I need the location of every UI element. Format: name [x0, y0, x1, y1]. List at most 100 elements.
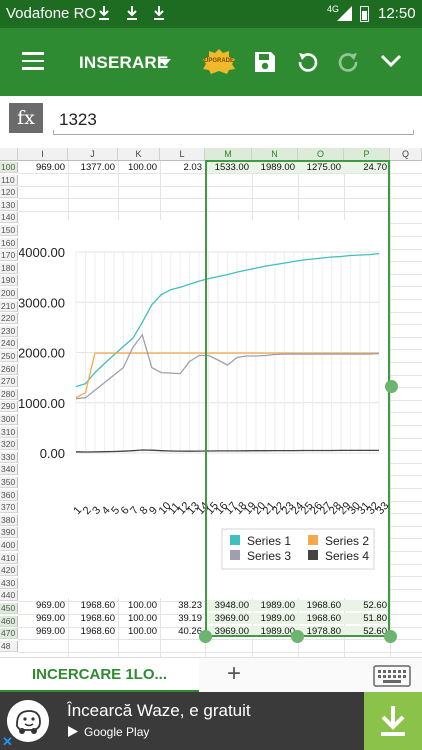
cell[interactable]: 1989.00	[252, 613, 298, 624]
resize-handle[interactable]	[291, 630, 304, 643]
cell[interactable]: 1968.60	[80, 613, 115, 624]
cell[interactable]: 1377.00	[80, 162, 115, 173]
row-header[interactable]: 130	[0, 199, 18, 211]
cell[interactable]: 3948.00	[205, 600, 252, 611]
cell[interactable]: 1978.80	[298, 626, 344, 637]
cell[interactable]: 24.70	[344, 162, 390, 173]
row-header[interactable]: 240	[0, 338, 18, 350]
cell[interactable]: 100.00	[127, 600, 157, 611]
save-icon[interactable]	[254, 51, 276, 73]
cell[interactable]: 1989.00	[252, 162, 298, 173]
row-header[interactable]: 380	[0, 514, 18, 526]
column-header-i[interactable]: I	[18, 148, 68, 161]
row-header[interactable]: 330	[0, 451, 18, 463]
formula-input[interactable]: 1323	[59, 110, 97, 129]
cell[interactable]: 39.19	[178, 613, 202, 624]
row-header[interactable]: 360	[0, 489, 18, 501]
row-header[interactable]: 270	[0, 376, 18, 388]
row-header[interactable]: 450	[0, 603, 18, 614]
row-header[interactable]: 120	[0, 187, 18, 199]
line-chart[interactable]: 4000.00 3000.00 2000.00 1000.00 0.00 1 2 3 4 5 6 7 8…	[18, 220, 391, 598]
cell[interactable]: 2.03	[183, 162, 203, 173]
row-header[interactable]: 350	[0, 477, 18, 488]
chevron-down-icon[interactable]	[380, 53, 402, 69]
waze-app-icon[interactable]	[7, 700, 49, 742]
row-header[interactable]: 200	[0, 288, 18, 299]
row-header[interactable]: 410	[0, 552, 18, 564]
row-header[interactable]: 290	[0, 401, 18, 413]
row-header[interactable]: 370	[0, 502, 18, 514]
cell[interactable]: 52.60	[344, 626, 390, 637]
row-header[interactable]: 210	[0, 300, 18, 312]
cell[interactable]: 969.00	[35, 162, 65, 173]
cell[interactable]: 3969.00	[205, 613, 252, 624]
caret-down-icon[interactable]	[159, 59, 171, 66]
row-header[interactable]: 250	[0, 351, 18, 362]
cell[interactable]: 52.60	[344, 600, 390, 611]
cell[interactable]: 100.00	[127, 626, 157, 637]
cell[interactable]: 51.80	[344, 613, 390, 624]
redo-icon[interactable]	[338, 51, 360, 73]
row-header[interactable]: 100	[0, 162, 18, 173]
row-header[interactable]: 230	[0, 325, 18, 337]
menu-icon[interactable]	[22, 52, 44, 70]
keyboard-icon[interactable]	[373, 665, 411, 687]
corner-header[interactable]	[0, 148, 18, 161]
cell[interactable]: 1968.60	[298, 600, 344, 611]
row-header[interactable]: 320	[0, 439, 18, 451]
row-header[interactable]: 170	[0, 250, 18, 262]
column-header-q[interactable]: Q	[390, 148, 422, 161]
ad-title[interactable]: Încearcă Waze, e gratuit	[67, 701, 251, 720]
cell[interactable]: 1533.00	[205, 162, 252, 173]
cell[interactable]: 40.26	[178, 626, 202, 637]
row-header[interactable]: 150	[0, 225, 18, 236]
row-header[interactable]: 400	[0, 540, 18, 551]
cell[interactable]: 1989.00	[252, 600, 298, 611]
cell[interactable]: 3969.00	[205, 626, 252, 637]
row-header[interactable]: 160	[0, 237, 18, 249]
add-sheet-icon[interactable]: +	[227, 660, 242, 687]
column-header-l[interactable]: L	[160, 148, 205, 161]
mode-dropdown[interactable]: INSERARE	[79, 53, 169, 72]
row-header[interactable]: 420	[0, 565, 18, 577]
upgrade-label[interactable]: UPGRADE	[203, 58, 234, 64]
ad-banner[interactable]: Încearcă Waze, e gratuit Google Play ✕	[0, 692, 422, 750]
row-header[interactable]: 310	[0, 426, 18, 438]
row-header[interactable]: 440	[0, 590, 18, 602]
row-header[interactable]: 190	[0, 275, 18, 287]
resize-handle[interactable]	[385, 380, 398, 393]
row-header[interactable]: 140	[0, 212, 18, 224]
ad-download-icon[interactable]	[364, 692, 422, 750]
row-header[interactable]: 390	[0, 527, 18, 539]
cell[interactable]: 1968.60	[298, 613, 344, 624]
cell[interactable]: 1968.60	[80, 600, 115, 611]
resize-handle[interactable]	[199, 630, 212, 643]
row-header[interactable]: 300	[0, 414, 18, 425]
resize-handle[interactable]	[384, 630, 397, 643]
row-header[interactable]: 460	[0, 615, 18, 627]
row-header[interactable]: 48	[0, 640, 18, 652]
cell[interactable]: 1275.00	[298, 162, 344, 173]
row-header[interactable]: 340	[0, 464, 18, 476]
cell[interactable]: 1989.00	[252, 626, 298, 637]
row-header[interactable]: 110	[0, 174, 18, 186]
cell[interactable]: 969.00	[35, 600, 65, 611]
row-header[interactable]: 470	[0, 628, 18, 640]
row-header[interactable]: 430	[0, 577, 18, 589]
undo-icon[interactable]	[296, 51, 318, 73]
row-header[interactable]: 220	[0, 313, 18, 325]
column-header-k[interactable]: K	[118, 148, 160, 161]
cell[interactable]: 969.00	[35, 613, 65, 624]
cell[interactable]: 100.00	[127, 162, 157, 173]
cell[interactable]: 969.00	[35, 626, 65, 637]
column-header-j[interactable]: J	[68, 148, 118, 161]
fx-button[interactable]: fx	[9, 103, 43, 133]
row-header[interactable]: 180	[0, 262, 18, 274]
cell[interactable]: 1968.60	[80, 626, 115, 637]
upgrade-badge-icon[interactable]	[201, 48, 237, 74]
ad-close-icon[interactable]: ✕	[2, 734, 13, 749]
cell[interactable]: 100.00	[127, 613, 157, 624]
row-header[interactable]: 280	[0, 388, 18, 400]
cell[interactable]: 38.23	[178, 600, 202, 611]
row-header[interactable]: 260	[0, 363, 18, 375]
